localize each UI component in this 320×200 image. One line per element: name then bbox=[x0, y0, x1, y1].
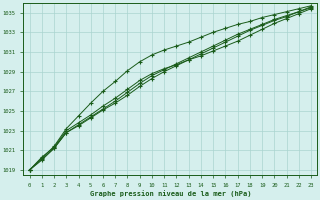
X-axis label: Graphe pression niveau de la mer (hPa): Graphe pression niveau de la mer (hPa) bbox=[90, 190, 251, 197]
